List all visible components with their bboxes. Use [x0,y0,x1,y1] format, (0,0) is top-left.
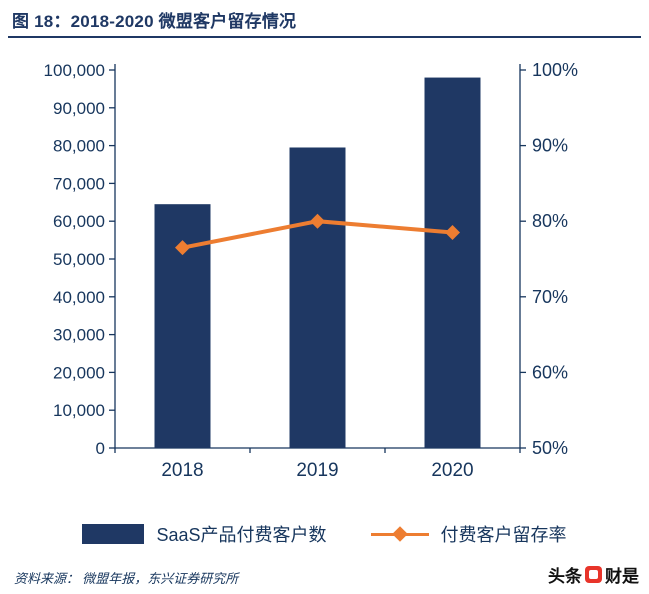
x-axis-label-2019: 2019 [296,460,338,481]
right-axis-label: 90% [532,136,568,156]
left-axis-label: 60,000 [53,212,105,231]
legend-label-retention: 付费客户留存率 [440,525,567,545]
left-axis-label: 0 [96,439,105,458]
watermark-text-right: 财是 [605,567,639,586]
watermark-logo-icon [585,566,602,583]
right-axis-label: 70% [532,287,568,307]
left-axis-label: 20,000 [53,363,105,382]
line-diamond-icon [370,524,429,544]
left-axis-label: 70,000 [53,174,105,193]
title-divider [8,36,641,38]
bar-swatch-icon [82,524,145,544]
right-axis-label: 60% [532,362,568,382]
left-axis-label: 10,000 [53,401,105,420]
source-note: 资料来源： 微盟年报，东兴证券研究所 [14,571,239,586]
left-axis-label: 40,000 [53,288,105,307]
marker-2020 [445,225,460,241]
watermark: 头条 财是 [548,562,639,587]
figure-title: 图 18：2018-2020 微盟客户留存情况 [12,12,297,31]
legend-label-customers: SaaS产品付费客户数 [156,525,327,545]
marker-2019 [310,213,325,229]
marker-2018 [175,240,190,256]
x-axis-label-2018: 2018 [161,460,203,481]
bar-2019 [289,147,346,448]
left-axis-label: 100,000 [44,61,105,80]
right-axis-label: 100% [532,60,578,80]
left-axis-label: 50,000 [53,250,105,269]
right-axis-label: 80% [532,211,568,231]
left-axis-label: 90,000 [53,99,105,118]
legend-item-retention: 付费客户留存率 [370,521,567,547]
legend-item-customers: SaaS产品付费客户数 [82,521,327,547]
watermark-text-left: 头条 [548,567,582,586]
bar-2020 [424,77,481,448]
left-axis-label: 80,000 [53,137,105,156]
x-axis-label-2020: 2020 [431,460,473,481]
combo-chart: 0 10,000 20,000 30,000 40,000 50,000 60,000 70,… [44,60,579,481]
right-axis-label: 50% [532,438,568,458]
left-axis-label: 30,000 [53,326,105,345]
chart-legend: SaaS产品付费客户数 付费客户留存率 [0,521,649,547]
